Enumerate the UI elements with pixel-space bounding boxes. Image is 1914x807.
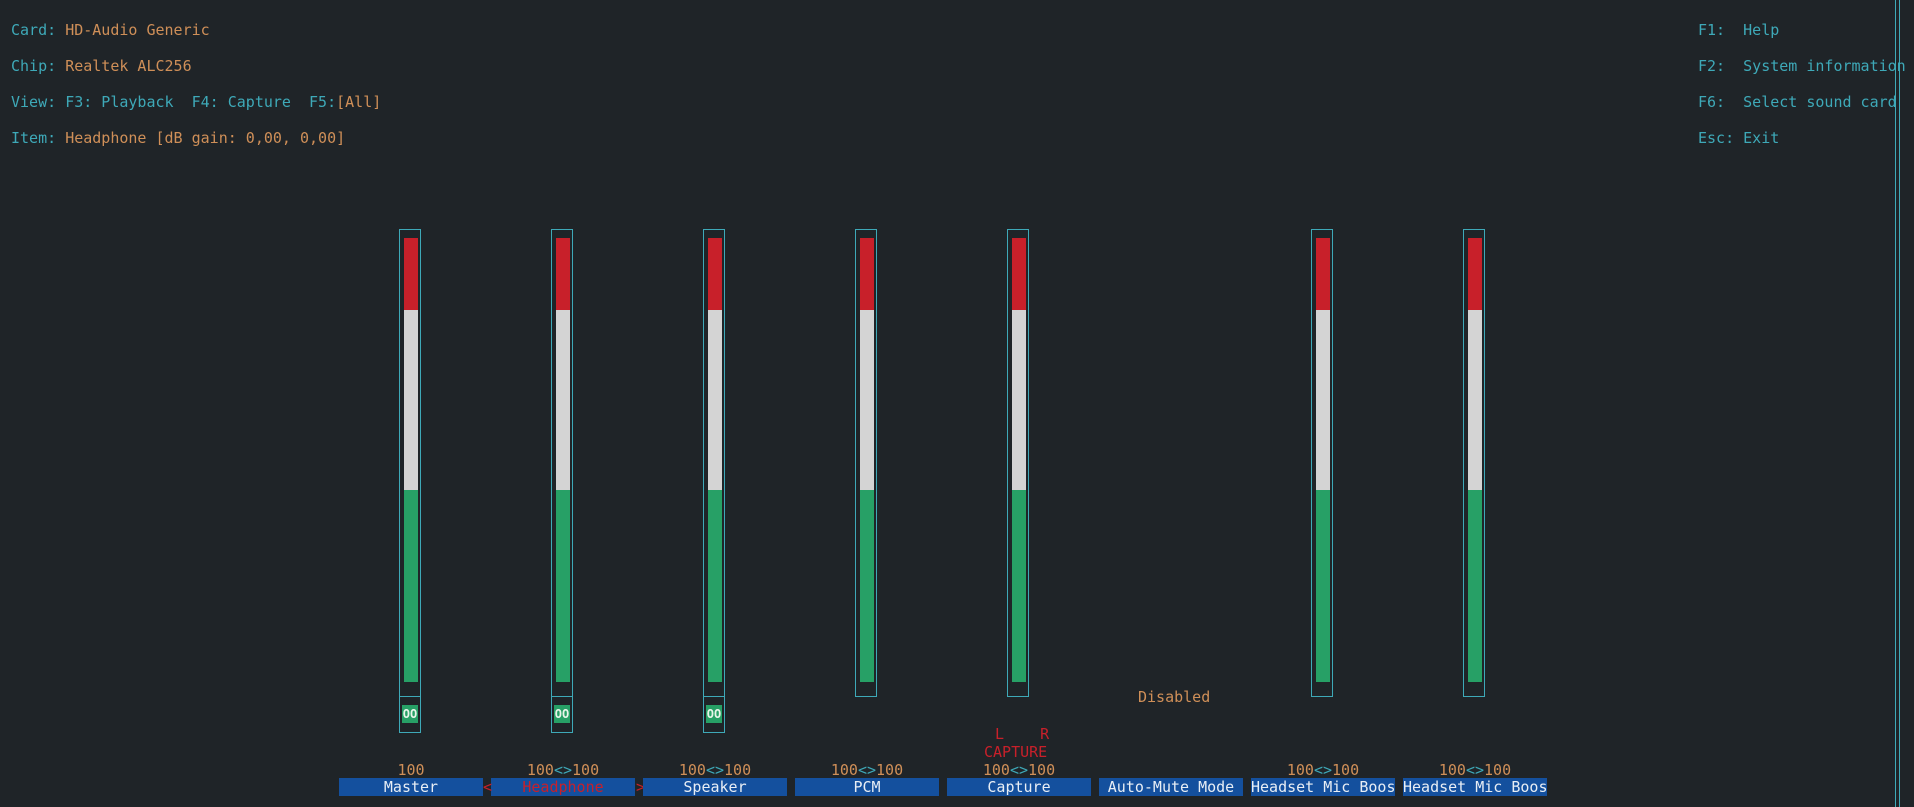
headphone-1-mute-toggle[interactable]: OO bbox=[551, 697, 573, 733]
auto-mute-mode-5-channel-name[interactable]: Auto-Mute Mode bbox=[1099, 778, 1243, 796]
headphone-1-level-white bbox=[556, 310, 570, 490]
view-all[interactable]: F5:[All] bbox=[309, 93, 382, 111]
pcm-3-level-red bbox=[860, 238, 874, 310]
master-0-volume-value: 100 bbox=[397, 761, 425, 779]
item-line: Item: Headphone [dB gain: 0,00, 0,00] bbox=[11, 129, 346, 147]
headphone-1-mute-state: OO bbox=[554, 705, 570, 723]
headset-mic-boost-7-level-white bbox=[1468, 310, 1482, 490]
capture-4-volume-slider[interactable] bbox=[1007, 229, 1029, 697]
capture-status[interactable]: CAPTURE bbox=[984, 743, 1048, 761]
card-line: Card: HD-Audio Generic bbox=[11, 21, 210, 39]
master-0-mute-state: OO bbox=[402, 705, 418, 723]
view-playback[interactable]: F3: Playback bbox=[65, 93, 174, 111]
auto-mute-mode-5-enum-value[interactable]: Disabled bbox=[1138, 688, 1211, 706]
chip-line: Chip: Realtek ALC256 bbox=[11, 57, 192, 75]
capture-4-level-red bbox=[1012, 238, 1026, 310]
headset-mic-boost-6-volume-value: 100<>100 bbox=[1286, 761, 1360, 779]
master-0-level-red bbox=[404, 238, 418, 310]
pcm-3-level-white bbox=[860, 310, 874, 490]
master-0-level-green bbox=[404, 490, 418, 682]
view-line: View: F3: Playback F4: Capture F5:[All] bbox=[11, 93, 382, 111]
system-info-key[interactable]: F2: System information bbox=[1698, 57, 1906, 75]
pcm-3-volume-value: 100<>100 bbox=[830, 761, 904, 779]
master-0-volume-slider[interactable] bbox=[399, 229, 421, 697]
item-value: Headphone [dB gain: 0,00, 0,00] bbox=[65, 129, 346, 147]
speaker-2-mute-state: OO bbox=[706, 705, 722, 723]
speaker-2-level-white bbox=[708, 310, 722, 490]
pcm-3-volume-slider[interactable] bbox=[855, 229, 877, 697]
capture-4-level-green bbox=[1012, 490, 1026, 682]
chip-value: Realtek ALC256 bbox=[65, 57, 192, 75]
capture-4-level-white bbox=[1012, 310, 1026, 490]
view-capture[interactable]: F4: Capture bbox=[191, 93, 291, 111]
headset-mic-boost-7-level-green bbox=[1468, 490, 1482, 682]
key-help: F1: Help F2: System information F6: Sele… bbox=[1698, 3, 1906, 165]
headset-mic-boost-6-volume-slider[interactable] bbox=[1311, 229, 1333, 697]
headset-mic-boost-7-volume-value: 100<>100 bbox=[1438, 761, 1512, 779]
exit-key[interactable]: Esc: Exit bbox=[1698, 129, 1780, 147]
capture-4-volume-value: 100<>100 bbox=[982, 761, 1056, 779]
headset-mic-boost-7-level-red bbox=[1468, 238, 1482, 310]
speaker-2-volume-value: 100<>100 bbox=[678, 761, 752, 779]
headphone-1-level-green bbox=[556, 490, 570, 682]
headset-mic-boost-7-channel-name[interactable]: Headset Mic Boost bbox=[1403, 778, 1547, 796]
selection-left-marker: < bbox=[483, 778, 493, 796]
speaker-2-mute-toggle[interactable]: OO bbox=[703, 697, 725, 733]
scrollbar[interactable] bbox=[1895, 0, 1900, 807]
card-value: HD-Audio Generic bbox=[65, 21, 210, 39]
headphone-1-volume-value: 100<>100 bbox=[526, 761, 600, 779]
speaker-2-level-green bbox=[708, 490, 722, 682]
master-0-mute-toggle[interactable]: OO bbox=[399, 697, 421, 733]
headset-mic-boost-7-volume-slider[interactable] bbox=[1463, 229, 1485, 697]
headphone-1-volume-slider[interactable] bbox=[551, 229, 573, 697]
speaker-2-level-red bbox=[708, 238, 722, 310]
capture-lr-indicator: L R bbox=[995, 725, 1050, 743]
speaker-2-channel-name[interactable]: Speaker bbox=[643, 778, 787, 796]
headphone-1-channel-name[interactable]: Headphone bbox=[491, 778, 635, 796]
master-0-channel-name[interactable]: Master bbox=[339, 778, 483, 796]
help-key[interactable]: F1: Help bbox=[1698, 21, 1780, 39]
master-0-level-white bbox=[404, 310, 418, 490]
headset-mic-boost-6-level-white bbox=[1316, 310, 1330, 490]
selection-right-marker: > bbox=[636, 778, 646, 796]
pcm-3-channel-name[interactable]: PCM bbox=[795, 778, 939, 796]
capture-4-channel-name[interactable]: Capture bbox=[947, 778, 1091, 796]
headset-mic-boost-6-level-green bbox=[1316, 490, 1330, 682]
pcm-3-level-green bbox=[860, 490, 874, 682]
headset-mic-boost-6-channel-name[interactable]: Headset Mic Boost bbox=[1251, 778, 1395, 796]
headphone-1-level-red bbox=[556, 238, 570, 310]
info-panel: Card: HD-Audio Generic Chip: Realtek ALC… bbox=[11, 3, 381, 165]
speaker-2-volume-slider[interactable] bbox=[703, 229, 725, 697]
select-card-key[interactable]: F6: Select sound card bbox=[1698, 93, 1897, 111]
headset-mic-boost-6-level-red bbox=[1316, 238, 1330, 310]
